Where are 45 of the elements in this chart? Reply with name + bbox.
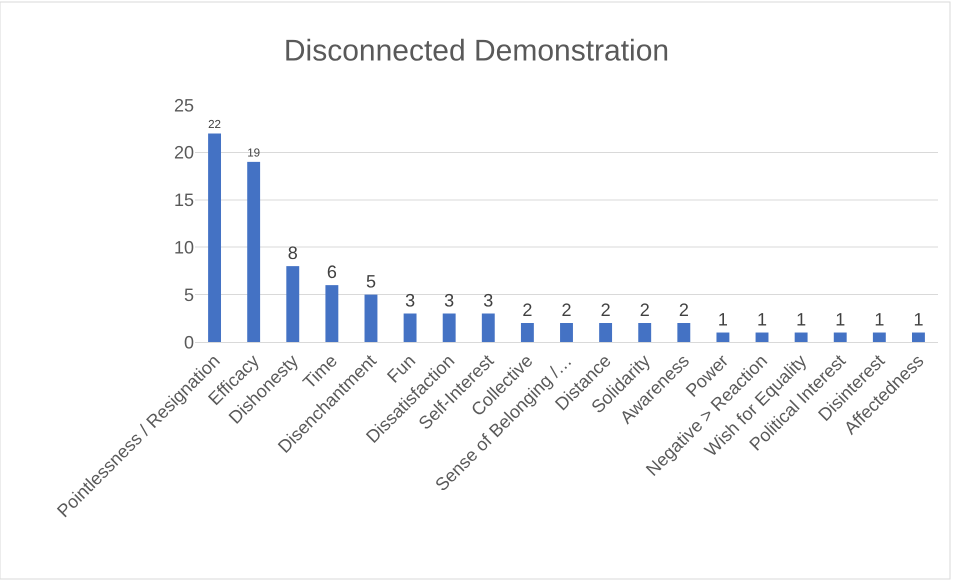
data-label: 22 — [208, 118, 222, 131]
y-tick-label: 0 — [184, 332, 194, 352]
bar — [794, 332, 808, 342]
data-label: 5 — [366, 272, 376, 292]
bar — [872, 332, 886, 342]
bar — [482, 314, 495, 342]
data-label: 3 — [483, 290, 494, 311]
data-label: 1 — [757, 310, 768, 330]
data-label: 3 — [405, 290, 416, 311]
data-label: 2 — [640, 300, 650, 320]
bar — [677, 323, 690, 342]
bar — [247, 162, 260, 342]
bar — [912, 332, 925, 342]
data-label: 3 — [444, 290, 454, 311]
data-label: 1 — [913, 310, 924, 330]
y-tick-label: 10 — [174, 238, 194, 258]
data-label: 1 — [796, 310, 806, 330]
y-tick-label: 20 — [174, 142, 194, 163]
bar — [520, 323, 534, 342]
y-tick-label: 25 — [174, 95, 194, 116]
y-tick-label: 5 — [184, 284, 194, 305]
data-label: 1 — [874, 310, 884, 330]
data-label: 1 — [718, 310, 728, 330]
data-label: 2 — [678, 300, 689, 320]
data-label: 2 — [600, 300, 611, 320]
data-label: 2 — [522, 300, 532, 320]
data-label: 2 — [561, 300, 572, 320]
bar — [599, 323, 612, 342]
y-tick-label: 15 — [174, 190, 194, 210]
bar — [716, 332, 730, 342]
chart-title: Disconnected Demonstration — [284, 34, 670, 68]
data-label: 8 — [288, 243, 298, 264]
bar — [404, 314, 417, 342]
data-label: 1 — [835, 310, 846, 330]
bar — [834, 332, 847, 342]
bar — [638, 323, 652, 342]
data-label: 19 — [247, 147, 260, 160]
bar — [364, 294, 378, 342]
data-label: 6 — [326, 262, 337, 282]
bar — [560, 323, 573, 342]
bar — [325, 285, 338, 342]
bar — [442, 314, 456, 342]
bar — [286, 266, 300, 342]
bar — [208, 133, 222, 342]
bar — [756, 332, 768, 342]
